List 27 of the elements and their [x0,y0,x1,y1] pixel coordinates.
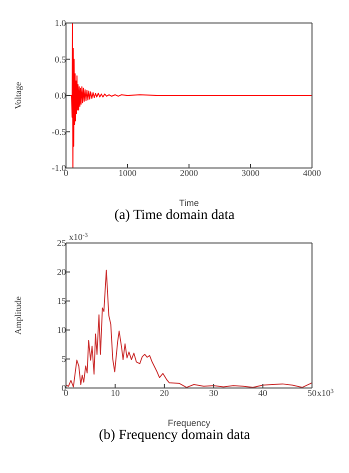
x-tick-label: 50 [308,388,317,398]
x-tick-label: 3000 [242,168,260,178]
x-axis-title: Frequency [168,418,211,428]
y-tick-label: 0.0 [54,90,66,100]
x-axis-title: Time [179,198,199,208]
y-tick-label: 1.0 [54,18,66,28]
x-tick-label: 1000 [118,168,137,178]
y-tick-label: 5 [62,354,66,364]
y-tick-label: 0.5 [54,54,66,64]
x-tick-label: 20 [160,388,170,398]
y-axis-title: Amplitude [13,296,24,335]
y-tick-label: 15 [57,296,66,306]
text: (a) Time domain data [113,208,236,224]
text: x10$^{3}$ [317,388,334,398]
x-tick-label: 4000 [303,168,322,178]
text: x10$^{-3}$ [69,232,88,242]
text: (b) Frequency domain data [98,428,252,444]
y-axis-title: Voltage [13,82,24,110]
y-tick-label: -0.5 [52,126,66,137]
y-tick-label: 20 [57,267,66,277]
x-tick-label: 2000 [180,168,198,178]
x-tick-label: 40 [258,388,268,398]
x-tick-label: 10 [110,388,120,398]
y-tick-label: 10 [57,325,66,335]
x-tick-label: 30 [209,388,219,398]
y-tick-label: -1.0 [52,163,66,173]
y-tick-label: 25 [57,238,66,248]
